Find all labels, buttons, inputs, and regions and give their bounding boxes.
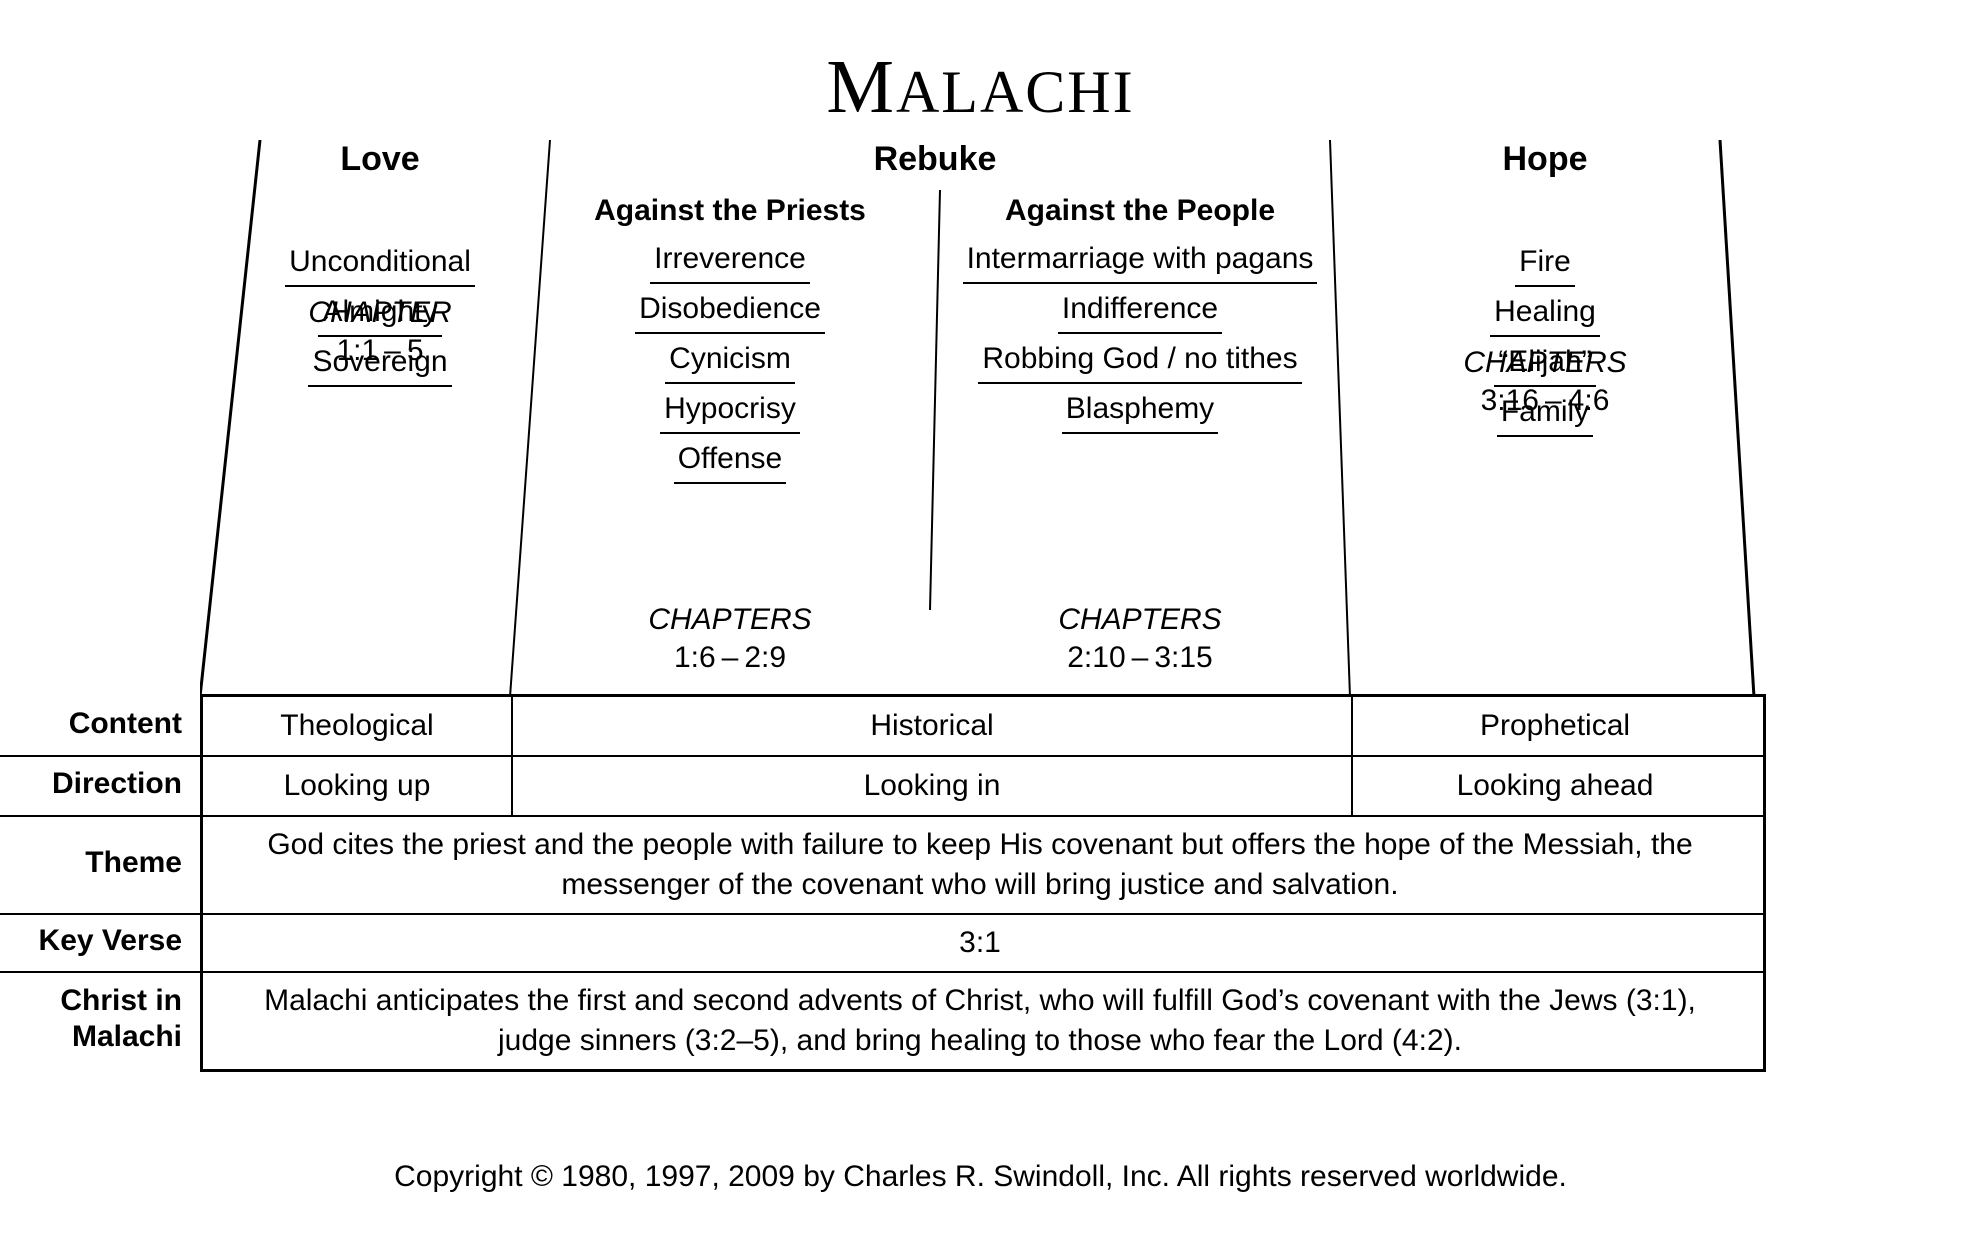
subhead-people: Against the People xyxy=(940,194,1340,228)
label-christ: Christ in Malachi xyxy=(0,971,200,1069)
cell: Historical xyxy=(513,697,1353,755)
item: Disobedience xyxy=(635,290,825,334)
chapter-love: CHAPTER 1:1 – 5 xyxy=(220,294,540,369)
chapter-hope: CHAPTERS 3:16 – 4:6 xyxy=(1350,344,1740,419)
cell: 3:1 xyxy=(203,915,1757,971)
item: Robbing God / no tithes xyxy=(978,340,1301,384)
subhead-priests: Against the Priests xyxy=(530,194,930,228)
col-rebuke: Rebuke xyxy=(530,140,1340,184)
label-key-verse: Key Verse xyxy=(0,913,200,971)
col-header-love: Love xyxy=(220,140,540,179)
rule xyxy=(0,971,200,973)
title-first-letter: M xyxy=(826,45,896,129)
item: Cynicism xyxy=(665,340,795,384)
row-theme: God cites the priest and the people with… xyxy=(203,817,1763,915)
cell: Theological xyxy=(203,697,513,755)
row-labels: Content Direction Theme Key Verse Christ… xyxy=(0,694,200,1069)
chapter-priests: CHAPTERS 1:6 – 2:9 xyxy=(530,601,930,676)
label-theme: Theme xyxy=(0,815,200,913)
item: Healing xyxy=(1490,293,1600,337)
title-rest: ALACHI xyxy=(896,59,1135,125)
label-content: Content xyxy=(0,694,200,755)
item: Fire xyxy=(1515,243,1575,287)
item: Hypocrisy xyxy=(660,390,800,434)
label-direction: Direction xyxy=(0,755,200,815)
item: Irreverence xyxy=(650,240,810,284)
item: Offense xyxy=(674,440,787,484)
upper-section: Love Unconditional Almighty Sovereign CH… xyxy=(200,140,1760,694)
rule xyxy=(0,913,200,915)
col-hope: Hope Fire Healing “Elijah” Family CHAPTE… xyxy=(1350,140,1740,437)
chart-table: Theological Historical Prophetical Looki… xyxy=(200,694,1766,1072)
row-key-verse: 3:1 xyxy=(203,915,1763,973)
cell: God cites the priest and the people with… xyxy=(203,817,1757,913)
items-people: Intermarriage with pagans Indifference R… xyxy=(963,240,1318,434)
row-content: Theological Historical Prophetical xyxy=(203,697,1763,757)
cell: Malachi anticipates the first and second… xyxy=(203,973,1757,1069)
col-people: Against the People Intermarriage with pa… xyxy=(940,194,1340,694)
page: MALACHI Love Unconditional Almighty Sove… xyxy=(0,0,1961,1254)
page-title: MALACHI xyxy=(0,44,1961,131)
chapter-people: CHAPTERS 2:10 – 3:15 xyxy=(940,601,1340,676)
rule xyxy=(0,815,200,817)
item: Intermarriage with pagans xyxy=(963,240,1318,284)
col-header-hope: Hope xyxy=(1350,140,1740,179)
rule xyxy=(0,755,200,757)
cell: Prophetical xyxy=(1353,697,1757,755)
col-love: Love Unconditional Almighty Sovereign CH… xyxy=(220,140,540,387)
item: Unconditional xyxy=(285,243,475,287)
col-priests: Against the Priests Irreverence Disobedi… xyxy=(530,194,930,694)
row-direction: Looking up Looking in Looking ahead xyxy=(203,757,1763,817)
cell: Looking ahead xyxy=(1353,757,1757,815)
row-christ: Malachi anticipates the first and second… xyxy=(203,973,1763,1069)
item: Indifference xyxy=(1058,290,1222,334)
items-priests: Irreverence Disobedience Cynicism Hypocr… xyxy=(635,240,825,484)
cell: Looking in xyxy=(513,757,1353,815)
col-header-rebuke: Rebuke xyxy=(530,140,1340,179)
copyright-text: Copyright © 1980, 1997, 2009 by Charles … xyxy=(0,1160,1961,1194)
item: Blasphemy xyxy=(1062,390,1218,434)
cell: Looking up xyxy=(203,757,513,815)
